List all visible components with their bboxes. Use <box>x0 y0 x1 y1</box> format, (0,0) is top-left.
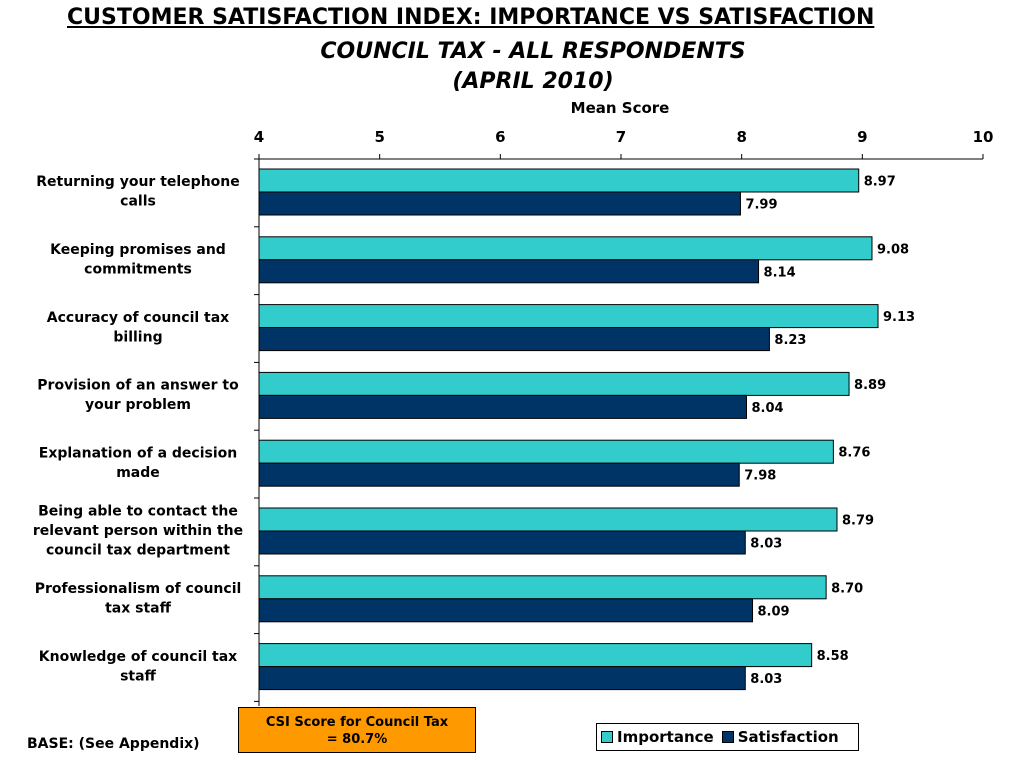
category-label: Returning your telephone <box>36 174 240 190</box>
legend-swatch-importance <box>601 731 613 743</box>
legend-label-satisfaction: Satisfaction <box>737 728 839 746</box>
importance-bar <box>258 439 834 464</box>
category-label: Professionalism of council <box>35 581 242 597</box>
chart-subtitle: COUNCIL TAX - ALL RESPONDENTS <box>320 39 746 64</box>
importance-value-label: 8.58 <box>817 649 849 664</box>
importance-value-label: 9.08 <box>877 242 909 257</box>
importance-value-label: 8.76 <box>838 446 870 461</box>
importance-bar <box>258 236 873 261</box>
importance-bar <box>258 643 813 668</box>
satisfaction-bar <box>258 394 747 419</box>
importance-bar <box>258 507 838 532</box>
category-label: calls <box>120 194 156 210</box>
category-label: council tax department <box>46 542 230 558</box>
satisfaction-value-label: 8.09 <box>758 604 790 619</box>
satisfaction-bar <box>258 327 770 352</box>
x-tick-label: 5 <box>374 128 384 146</box>
category-label: commitments <box>84 261 192 277</box>
category-label: Explanation of a decision <box>39 445 237 461</box>
importance-bar <box>258 168 860 193</box>
satisfaction-value-label: 8.03 <box>750 672 782 687</box>
legend-swatch-satisfaction <box>721 731 734 743</box>
category-label: staff <box>120 668 156 684</box>
importance-value-label: 9.13 <box>883 310 915 325</box>
x-tick-label: 7 <box>616 128 626 146</box>
category-label: billing <box>113 329 162 345</box>
x-tick-label: 10 <box>973 128 994 146</box>
satisfaction-bar <box>258 666 746 691</box>
category-label: relevant person within the <box>33 523 243 539</box>
chart-date: (APRIL 2010) <box>452 69 614 94</box>
legend-item-importance: Importance <box>601 728 714 746</box>
satisfaction-bar <box>258 462 740 487</box>
category-label: tax staff <box>105 600 172 616</box>
satisfaction-bar <box>258 259 760 284</box>
satisfaction-value-label: 8.14 <box>764 265 796 280</box>
satisfaction-bar <box>258 191 741 216</box>
x-tick-label: 4 <box>254 128 264 146</box>
category-label: your problem <box>85 397 191 413</box>
importance-value-label: 8.89 <box>854 378 886 393</box>
importance-value-label: 8.70 <box>831 581 863 596</box>
satisfaction-value-label: 7.98 <box>744 469 776 484</box>
satisfaction-bar <box>258 598 754 623</box>
csi-score-box: CSI Score for Council Tax = 80.7% <box>238 707 476 753</box>
csi-score-value: = 80.7% <box>326 732 388 747</box>
importance-value-label: 8.97 <box>864 175 896 190</box>
chart-title: CUSTOMER SATISFACTION INDEX: IMPORTANCE … <box>67 5 875 30</box>
importance-bar <box>258 304 879 329</box>
satisfaction-value-label: 8.03 <box>750 537 782 552</box>
satisfaction-bar <box>258 530 746 555</box>
category-label: Knowledge of council tax <box>39 649 237 665</box>
importance-value-label: 8.79 <box>842 514 874 529</box>
x-tick-label: 6 <box>495 128 505 146</box>
csi-score-label: CSI Score for Council Tax <box>265 715 449 730</box>
category-label: Being able to contact the <box>38 503 238 519</box>
importance-bar <box>258 371 850 396</box>
satisfaction-value-label: 8.04 <box>751 401 783 416</box>
x-tick-label: 9 <box>857 128 867 146</box>
legend-label-importance: Importance <box>617 728 714 746</box>
category-label: Provision of an answer to <box>37 378 239 394</box>
x-tick-label: 8 <box>736 128 746 146</box>
satisfaction-value-label: 7.99 <box>745 198 777 213</box>
x-axis-title: Mean Score <box>571 99 670 117</box>
category-label: Accuracy of council tax <box>47 310 229 326</box>
satisfaction-value-label: 8.23 <box>774 333 806 348</box>
base-note: BASE: (See Appendix) <box>27 736 200 752</box>
legend-item-satisfaction: Satisfaction <box>721 728 839 746</box>
chart-legend: Importance Satisfaction <box>596 723 859 751</box>
category-label: Keeping promises and <box>50 242 226 258</box>
importance-bar <box>258 575 827 600</box>
category-label: made <box>116 465 160 481</box>
